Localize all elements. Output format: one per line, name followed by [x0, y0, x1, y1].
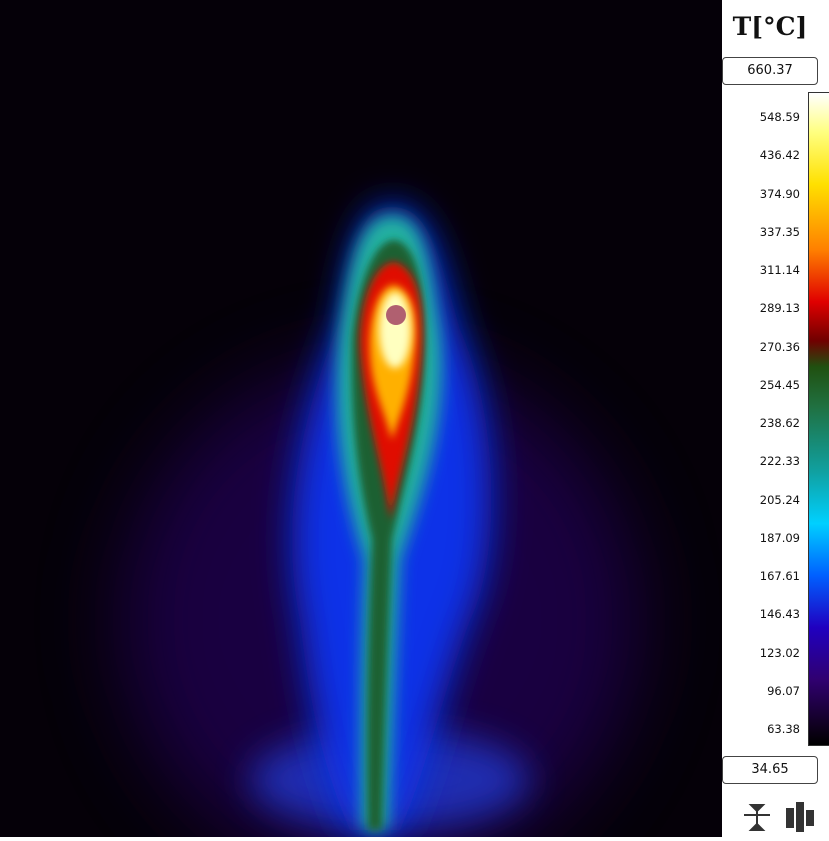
unit-title: T[°C] [732, 12, 808, 41]
scale-label: 270.36 [759, 339, 800, 354]
thermal-image [0, 0, 722, 841]
scale-label: 311.14 [759, 263, 800, 277]
scale-label: 222.33 [759, 454, 800, 469]
scale-label: 63.38 [767, 722, 800, 736]
scale-label: 205.24 [759, 492, 800, 507]
flame-image [120, 205, 640, 841]
color-bar [808, 92, 829, 746]
max-input[interactable]: 660.37 [722, 57, 818, 85]
scale-label: 254.45 [759, 377, 800, 392]
scale-label: 187.09 [759, 530, 800, 545]
scale-label: 238.62 [759, 416, 800, 430]
min-input[interactable]: 34.65 [722, 756, 818, 784]
scale-label: 123.02 [759, 645, 800, 660]
scale-label: 167.61 [759, 569, 800, 583]
scale-panel: T[°C] 660.37 548.59 436.42 374.90 337.35 311… [722, 0, 829, 837]
fit-button[interactable] [744, 804, 770, 831]
scale-label: 374.90 [759, 186, 800, 201]
scale-label: 96.07 [767, 683, 800, 698]
scale-label: 337.35 [759, 224, 800, 239]
scale-label: 436.42 [759, 148, 800, 163]
scale-label: 289.13 [759, 301, 800, 316]
scale-label: 146.43 [759, 607, 800, 622]
scale-labels: 548.59 436.42 374.90 337.35 311.14 289.13 270.… [722, 92, 800, 746]
scale-tools [744, 802, 814, 832]
split-button[interactable] [786, 802, 814, 832]
scale-label: 548.59 [759, 110, 800, 124]
